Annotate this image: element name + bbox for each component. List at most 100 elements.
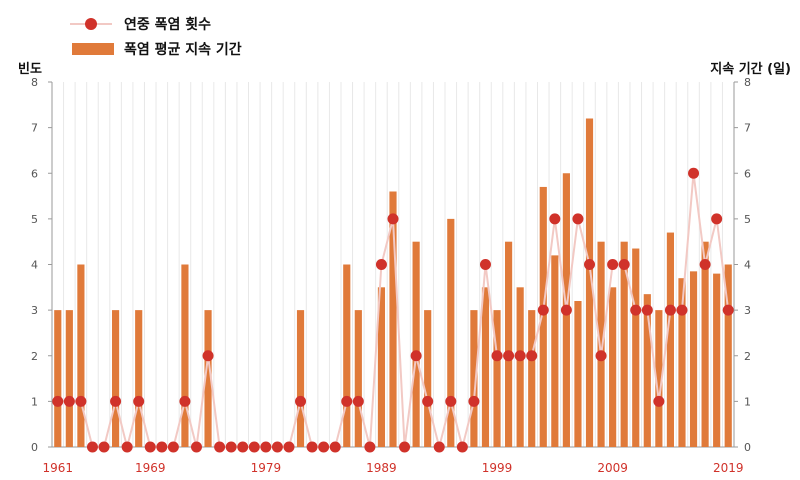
x-ticks: 1961 1969 1979 1989 1999 2009 2019	[43, 461, 744, 475]
duration-bar	[516, 287, 524, 447]
frequency-point	[156, 441, 168, 453]
frequency-point	[202, 350, 214, 362]
duration-bar	[54, 310, 62, 447]
frequency-point	[75, 395, 87, 407]
y-tick-label-left: 0	[31, 441, 38, 454]
duration-bar	[77, 264, 85, 447]
duration-bar	[181, 264, 189, 447]
duration-bar	[470, 310, 478, 447]
duration-bar	[412, 241, 420, 447]
y-tick-label-right: 3	[744, 304, 751, 317]
x-tick-label: 1961	[43, 461, 74, 475]
frequency-point	[711, 213, 723, 225]
frequency-point	[433, 441, 445, 453]
frequency-point	[537, 304, 549, 316]
duration-bar	[424, 310, 432, 447]
frequency-point	[641, 304, 653, 316]
y-tick-label-left: 2	[31, 350, 38, 363]
frequency-point	[676, 304, 688, 316]
y-tick-label-left: 1	[31, 395, 38, 408]
legend-label-duration: 폭염 평균 지속 기간	[124, 41, 242, 58]
y-ticks-left: 0 1 2 3 4 5 6 7 8	[31, 76, 38, 454]
duration-bar	[713, 273, 721, 447]
duration-bar	[701, 241, 709, 447]
y-tick-label-right: 5	[744, 213, 751, 226]
frequency-point	[560, 304, 572, 316]
x-tick-label: 2009	[597, 461, 628, 475]
duration-bar	[111, 310, 120, 447]
frequency-point	[237, 441, 249, 453]
frequency-point	[364, 441, 376, 453]
duration-bar	[65, 310, 73, 447]
y-tick-label-right: 1	[744, 395, 751, 408]
x-tick-label: 1979	[251, 461, 282, 475]
frequency-point	[190, 441, 202, 453]
x-tick-label: 1989	[366, 461, 397, 475]
x-tick-label: 1999	[482, 461, 513, 475]
y-tick-label-left: 8	[31, 76, 38, 89]
frequency-point	[630, 304, 642, 316]
frequency-point	[653, 395, 665, 407]
frequency-point	[352, 395, 364, 407]
frequency-point	[271, 441, 283, 453]
frequency-point	[63, 395, 75, 407]
frequency-point	[225, 441, 237, 453]
y-tick-label-right: 8	[744, 76, 751, 89]
frequency-point	[699, 259, 711, 270]
duration-bar	[609, 287, 617, 447]
frequency-point	[214, 441, 226, 453]
y-tick-label-right: 6	[744, 167, 751, 180]
y-tick-label-left: 7	[31, 122, 38, 135]
duration-bar	[585, 118, 594, 447]
frequency-point	[445, 395, 457, 407]
frequency-point	[283, 441, 295, 453]
duration-bar	[343, 264, 351, 447]
frequency-point	[52, 395, 64, 407]
frequency-point	[375, 259, 387, 270]
frequency-point	[179, 395, 191, 407]
frequency-point	[167, 441, 179, 453]
legend-label-frequency: 연중 폭염 횟수	[124, 16, 211, 33]
right-axis-title: 지속 기간 (일)	[710, 61, 791, 77]
duration-bar	[505, 241, 513, 447]
frequency-point	[410, 350, 422, 362]
frequency-point	[618, 259, 630, 270]
y-tick-label-right: 7	[744, 122, 751, 135]
duration-bar	[481, 287, 490, 447]
duration-bar	[389, 191, 397, 447]
frequency-point	[479, 259, 491, 270]
legend: 연중 폭염 횟수 폭염 평균 지속 기간	[70, 16, 242, 58]
frequency-point	[491, 350, 503, 362]
frequency-point	[341, 395, 353, 407]
duration-bar	[689, 271, 698, 447]
frequency-point	[584, 259, 596, 270]
duration-bar	[620, 241, 628, 447]
frequency-point	[514, 350, 526, 362]
left-axis-title: 빈도	[18, 61, 42, 77]
legend-marker-swatch	[85, 18, 97, 30]
duration-bar	[204, 310, 212, 447]
frequency-point	[295, 395, 307, 407]
frequency-point	[503, 350, 515, 362]
frequency-point	[607, 259, 619, 270]
duration-bar	[447, 218, 455, 447]
frequency-point	[722, 304, 734, 316]
frequency-point	[688, 167, 700, 179]
duration-bar	[724, 264, 732, 447]
duration-bar	[296, 310, 305, 447]
x-tick-label: 2019	[713, 461, 744, 475]
frequency-point	[572, 213, 584, 225]
frequency-point	[98, 441, 110, 453]
frequency-point	[86, 441, 98, 453]
x-tick-label: 1969	[135, 461, 166, 475]
frequency-point	[664, 304, 676, 316]
frequency-point	[526, 350, 538, 362]
duration-bar	[135, 310, 143, 447]
duration-bar	[354, 310, 362, 447]
frequency-point	[248, 441, 260, 453]
y-tick-label-left: 5	[31, 213, 38, 226]
y-tick-label-right: 2	[744, 350, 751, 363]
duration-bar	[539, 186, 547, 447]
y-tick-label-left: 4	[31, 259, 38, 272]
